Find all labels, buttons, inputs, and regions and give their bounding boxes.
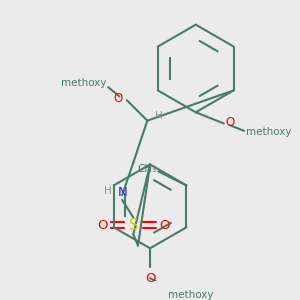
Text: N: N (117, 186, 127, 199)
Text: O: O (159, 218, 169, 232)
Text: O: O (226, 116, 235, 129)
Text: methoxy: methoxy (246, 127, 292, 137)
Text: O: O (145, 272, 155, 285)
Text: methoxy: methoxy (168, 290, 213, 300)
Text: methoxy: methoxy (61, 78, 106, 88)
Text: O: O (97, 218, 108, 232)
Text: S: S (129, 218, 138, 232)
Text: H: H (154, 111, 162, 121)
Text: H: H (104, 185, 112, 196)
Text: CH₃: CH₃ (137, 164, 157, 174)
Text: O: O (114, 92, 123, 105)
